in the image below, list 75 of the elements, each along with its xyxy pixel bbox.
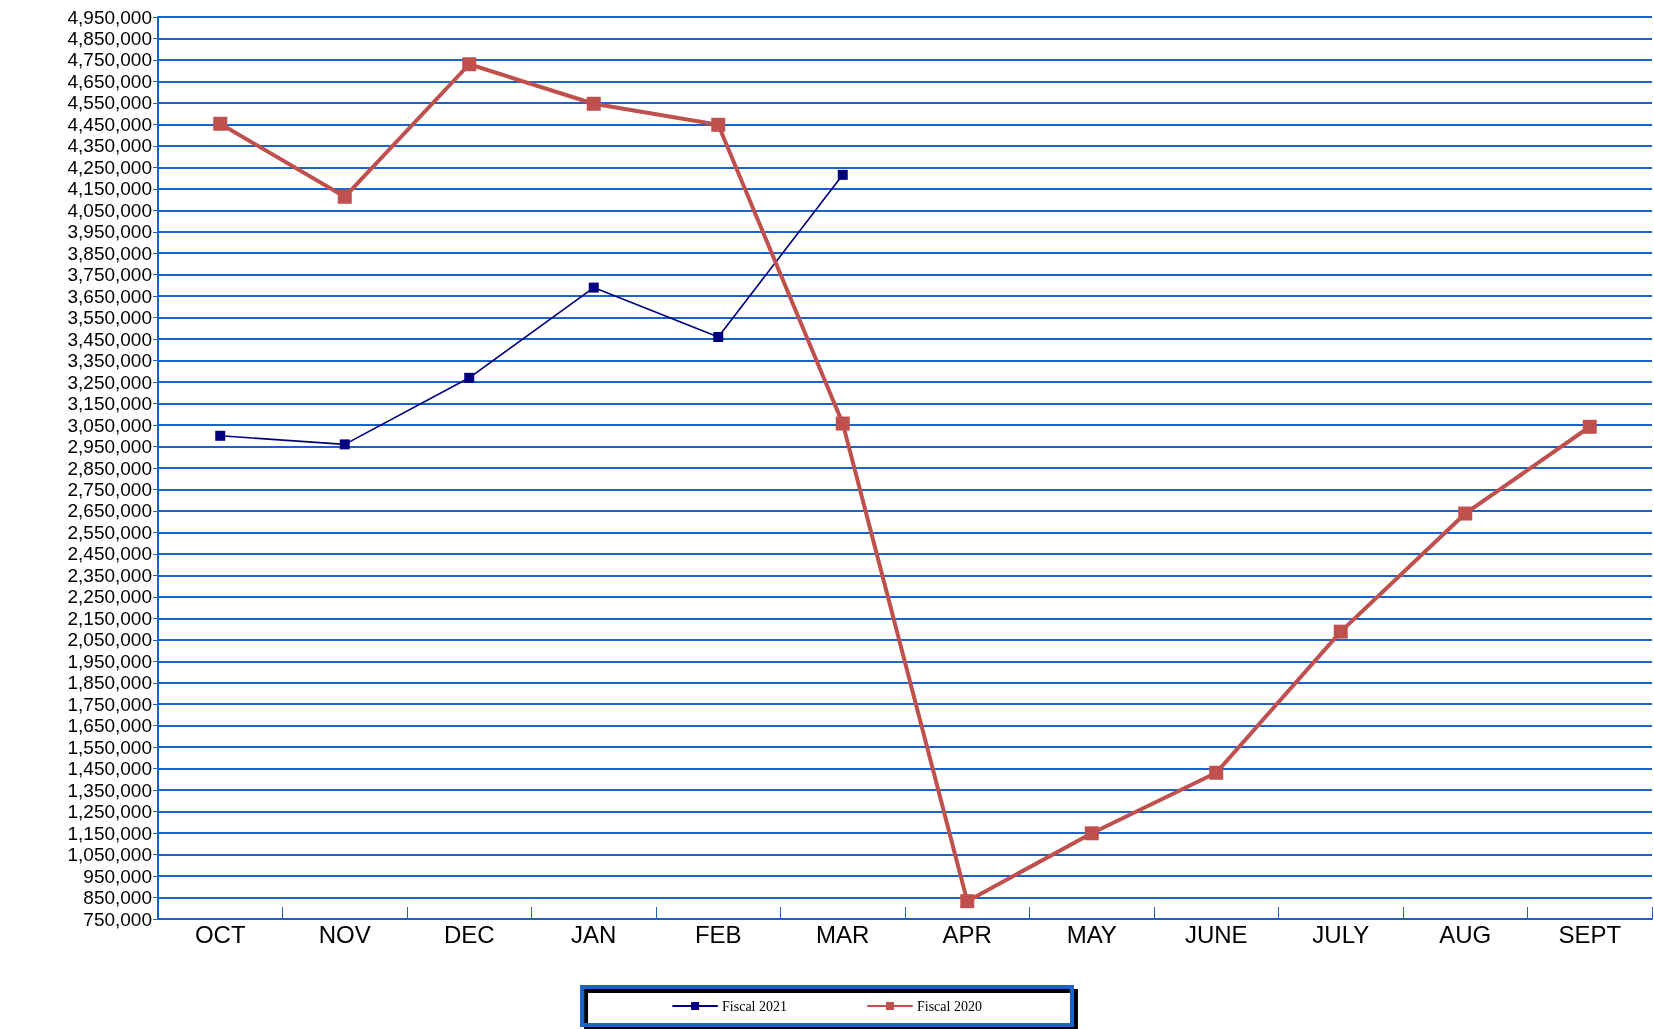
point (339, 439, 350, 450)
y-tick-label: 3,350,000 (67, 350, 152, 372)
x-tick-label: JULY (1312, 920, 1370, 948)
point (1458, 506, 1473, 521)
point (713, 332, 724, 342)
y-tick-label: 4,350,000 (67, 135, 152, 157)
x-tick-label: JUNE (1184, 920, 1248, 948)
legend-label: Fiscal 2020 (917, 998, 982, 1014)
x-tick-label: SEPT (1558, 920, 1622, 948)
y-tick-label: 3,850,000 (67, 242, 152, 264)
y-tick-label: 3,250,000 (67, 371, 152, 393)
y-tick-label: 4,450,000 (67, 113, 152, 135)
y-tick-label: 4,950,000 (67, 6, 152, 28)
y-tick-label: 850,000 (83, 887, 152, 909)
y-tick-label: 2,650,000 (67, 500, 152, 522)
point (960, 894, 975, 909)
y-tick-label: 1,250,000 (67, 801, 152, 823)
x-tick-label: MAR (816, 920, 870, 948)
y-tick-label: 3,050,000 (67, 414, 152, 436)
point (215, 430, 226, 441)
y-tick-label: 1,850,000 (67, 672, 152, 694)
y-tick-label: 3,150,000 (67, 393, 152, 415)
y-tick-label: 3,950,000 (67, 221, 152, 243)
x-tick-label: JAN (571, 920, 617, 948)
x-tick-label: AUG (1439, 920, 1492, 948)
y-tick-label: 2,150,000 (67, 607, 152, 629)
y-tick-label: 3,750,000 (67, 264, 152, 286)
point (337, 189, 352, 204)
point (464, 372, 475, 383)
y-tick-label: 1,950,000 (67, 650, 152, 672)
point (586, 96, 601, 111)
y-tick-label: 4,150,000 (67, 178, 152, 200)
y-tick-label: 4,650,000 (67, 70, 152, 92)
point (835, 416, 850, 431)
y-tick-label: 1,050,000 (67, 844, 152, 866)
y-tick-label: 2,550,000 (67, 521, 152, 543)
point (213, 116, 228, 131)
y-tick-label: 1,550,000 (67, 736, 152, 758)
y-tick-label: 4,550,000 (67, 92, 152, 114)
y-tick-label: 2,850,000 (67, 457, 152, 479)
y-tick-label: 2,950,000 (67, 436, 152, 458)
y-tick-label: 4,250,000 (67, 156, 152, 178)
y-tick-label: 2,250,000 (67, 586, 152, 608)
point (1209, 765, 1224, 780)
y-tick-label: 2,450,000 (67, 543, 152, 565)
x-tick-label: NOV (318, 920, 371, 948)
y-tick-label: 1,650,000 (67, 715, 152, 737)
y-tick-label: 1,450,000 (67, 758, 152, 780)
y-tick-label: 1,350,000 (67, 779, 152, 801)
point (462, 57, 477, 72)
y-tick-label: 4,750,000 (67, 49, 152, 71)
y-tick-label: 2,350,000 (67, 564, 152, 586)
point (837, 169, 848, 180)
y-tick-label: 2,050,000 (67, 629, 152, 651)
legend-label: Fiscal 2021 (722, 998, 788, 1014)
y-tick-label: 750,000 (83, 908, 152, 930)
y-tick-label: 1,750,000 (67, 693, 152, 715)
y-tick-label: 3,550,000 (67, 307, 152, 329)
y-tick-label: 950,000 (83, 865, 152, 887)
point (1582, 419, 1597, 434)
y-tick-label: 3,450,000 (67, 328, 152, 350)
x-tick-label: APR (942, 920, 992, 948)
x-tick-label: FEB (694, 920, 742, 948)
y-tick-label: 3,650,000 (67, 285, 152, 307)
y-tick-label: 1,150,000 (67, 822, 152, 844)
point (1333, 624, 1348, 639)
y-tick-label: 4,850,000 (67, 27, 152, 49)
point (711, 117, 726, 132)
point (1084, 826, 1099, 841)
y-tick-label: 4,050,000 (67, 199, 152, 221)
x-tick-label: MAY (1066, 920, 1117, 948)
x-tick-label: OCT (194, 920, 246, 948)
y-tick-label: 2,750,000 (67, 478, 152, 500)
point (588, 282, 599, 293)
x-tick-label: DEC (443, 920, 495, 948)
